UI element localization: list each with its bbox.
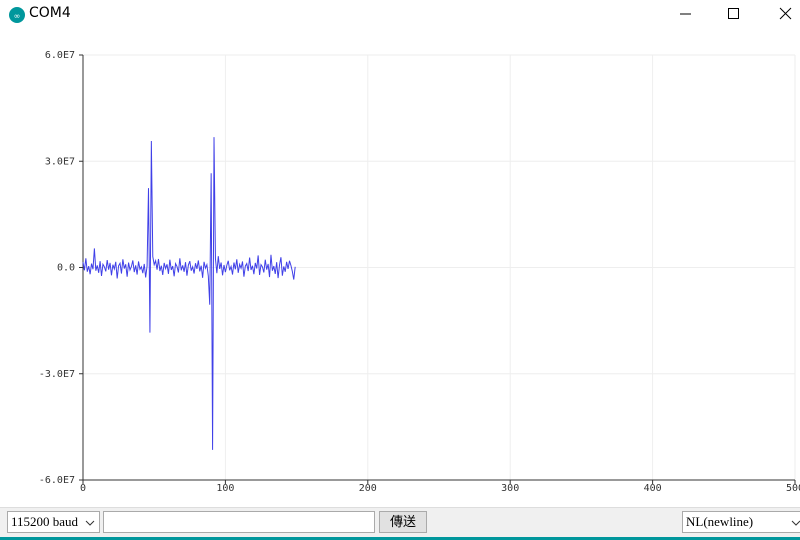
app-icon: ∞	[9, 7, 25, 23]
y-tick-label: -6.0E7	[39, 475, 75, 486]
plotter: -6.0E7 -3.0E7 0.0 3.0E7 6.0E7 0 100 200 300 400 50…	[39, 50, 800, 494]
line-ending-label: NL(newline)	[686, 514, 754, 529]
svg-text:∞: ∞	[14, 12, 21, 21]
send-label: 傳送	[389, 514, 416, 529]
title-bar: ∞ COM4	[0, 0, 800, 30]
y-tick-label: 0.0	[57, 263, 75, 274]
status-strip	[0, 537, 800, 540]
window-buttons[interactable]	[660, 0, 800, 30]
window-title: COM4	[29, 5, 71, 21]
x-tick-label: 400	[644, 483, 662, 494]
line-ending-select[interactable]: NL(newline)	[682, 511, 800, 533]
data-line	[82, 137, 296, 450]
baud-select[interactable]: 115200 baud	[7, 511, 100, 533]
y-tick-label: -3.0E7	[39, 369, 75, 380]
y-tick-label: 3.0E7	[45, 156, 75, 167]
x-tick-label: 300	[501, 483, 519, 494]
y-tick-label: 6.0E7	[45, 50, 75, 61]
x-tick-label: 200	[359, 483, 377, 494]
x-tick-label: 100	[216, 483, 234, 494]
send-button[interactable]: 傳送	[379, 511, 427, 533]
baud-label: 115200 baud	[11, 514, 79, 529]
x-tick-label: 0	[80, 483, 86, 494]
x-tick-label: 500	[786, 483, 800, 494]
message-input[interactable]	[103, 511, 375, 533]
